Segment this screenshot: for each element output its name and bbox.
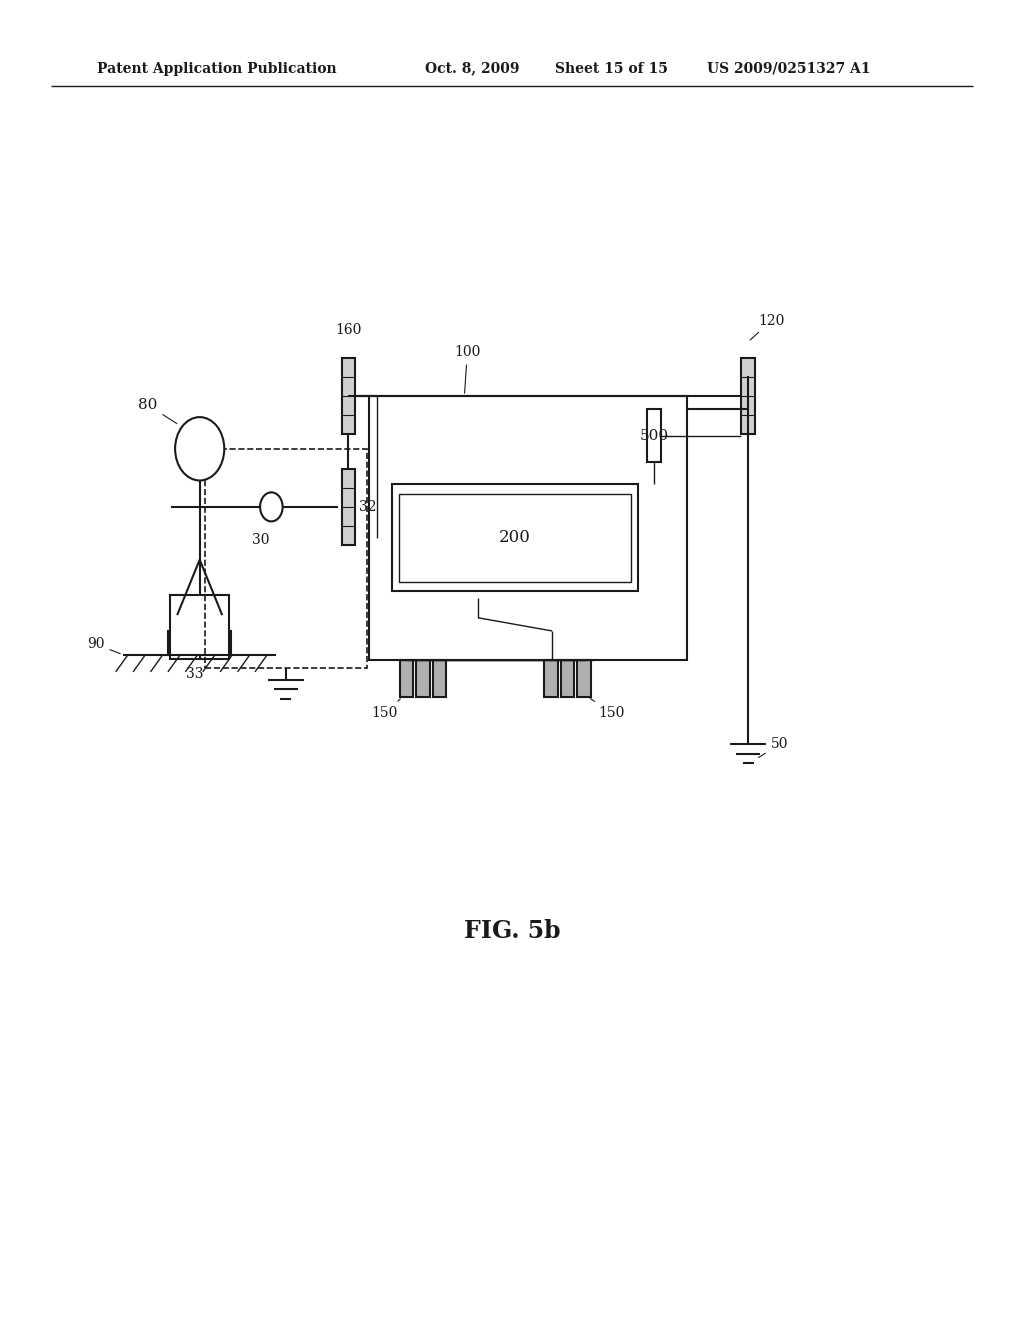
Bar <box>647 409 662 462</box>
Bar <box>170 595 229 659</box>
Text: 160: 160 <box>335 323 361 337</box>
Bar <box>392 484 639 591</box>
Bar <box>417 660 430 697</box>
Text: 90: 90 <box>87 638 120 653</box>
Text: 200: 200 <box>499 529 531 546</box>
Text: Sheet 15 of 15: Sheet 15 of 15 <box>555 62 668 75</box>
Bar <box>370 396 687 660</box>
Text: Patent Application Publication: Patent Application Publication <box>97 62 337 75</box>
Bar <box>578 660 591 697</box>
Bar <box>213 631 231 655</box>
Bar <box>342 358 355 434</box>
Text: 33: 33 <box>185 668 204 681</box>
Bar <box>561 660 574 697</box>
Text: 50: 50 <box>759 738 788 758</box>
Bar <box>433 660 446 697</box>
Bar <box>400 660 414 697</box>
Circle shape <box>175 417 224 480</box>
Text: 32: 32 <box>359 500 377 513</box>
Text: 150: 150 <box>372 698 400 719</box>
Bar <box>342 469 355 545</box>
Text: Oct. 8, 2009: Oct. 8, 2009 <box>425 62 519 75</box>
Text: US 2009/0251327 A1: US 2009/0251327 A1 <box>707 62 870 75</box>
Bar <box>545 660 558 697</box>
Text: 30: 30 <box>252 533 270 546</box>
Text: 150: 150 <box>590 698 625 719</box>
Text: 100: 100 <box>455 346 480 393</box>
Bar <box>205 449 368 668</box>
Text: 120: 120 <box>751 314 784 341</box>
Text: 80: 80 <box>138 399 177 424</box>
Bar <box>168 631 186 655</box>
Text: 500: 500 <box>639 429 669 442</box>
Bar <box>741 358 755 434</box>
Bar <box>399 494 631 582</box>
Circle shape <box>260 492 283 521</box>
Text: FIG. 5b: FIG. 5b <box>464 919 560 942</box>
